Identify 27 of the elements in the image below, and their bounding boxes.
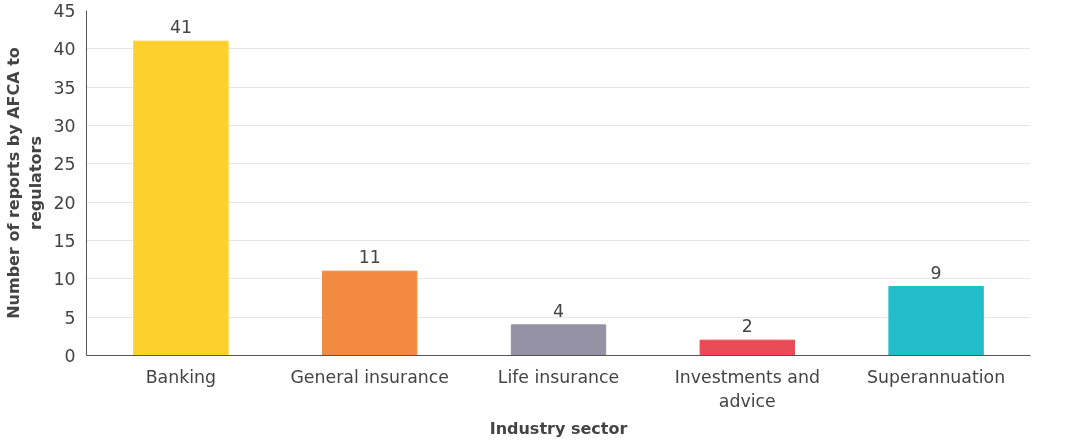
x-tick-label: Banking (145, 366, 217, 387)
data-label: 2 (741, 316, 753, 337)
y-tick-label: 5 (64, 307, 76, 328)
bar (510, 324, 607, 356)
data-label: 9 (930, 262, 942, 283)
data-label: 41 (169, 17, 192, 38)
y-tick-label: 0 (64, 346, 76, 366)
bar (322, 270, 418, 356)
data-label: 11 (358, 247, 381, 268)
y-tick-label: 10 (53, 269, 76, 290)
data-label: 4 (552, 300, 565, 321)
x-tick-label: Life insurance (497, 366, 620, 387)
x-axis-title: Industry sector (489, 418, 628, 438)
y-tick-label: 35 (53, 77, 76, 98)
bar (699, 339, 795, 356)
y-tick-label: 40 (53, 39, 76, 60)
x-tick-label: Investments and advice (674, 366, 820, 411)
y-tick-label: 45 (53, 1, 76, 21)
y-tick-label: 25 (53, 154, 76, 175)
bar (888, 286, 984, 356)
y-axis-title: Number of reports by AFCA to regulators (3, 47, 46, 319)
y-tick-label: 30 (53, 116, 76, 136)
y-tick-label: 15 (53, 231, 76, 251)
x-tick-label: General insurance (290, 366, 449, 387)
x-tick-label: Superannuation (867, 366, 1006, 387)
bar (133, 40, 229, 356)
y-tick-label: 20 (53, 192, 76, 213)
